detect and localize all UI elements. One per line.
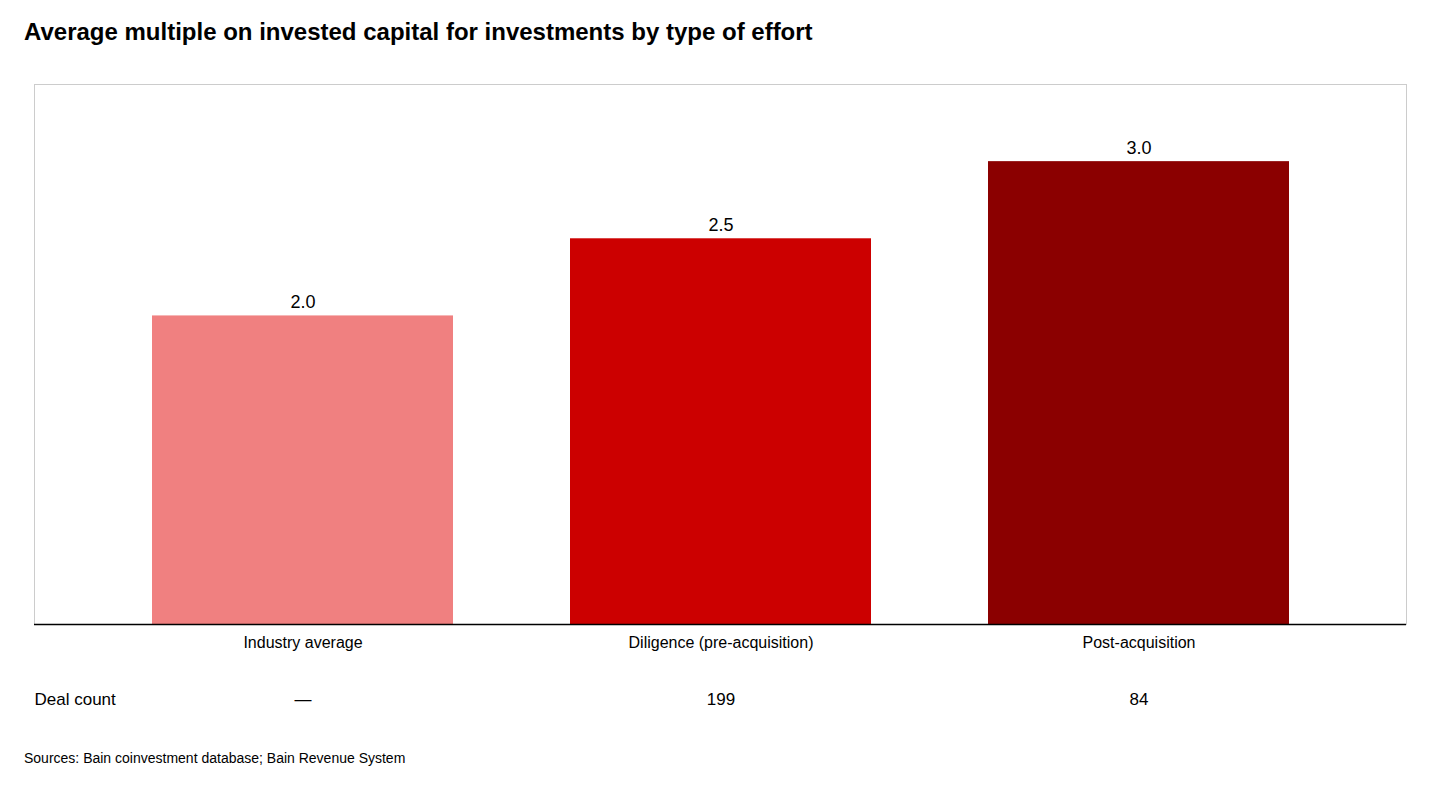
svg-text:Diligence (pre-acquisition): Diligence (pre-acquisition) [629, 634, 814, 651]
html-text:Sources: Bain coinvestment dat: Sources: Bain coinvestment database; Bai… [24, 750, 406, 766]
svg-text:Deal count: Deal count [35, 690, 117, 709]
svg-text:Industry average: Industry average [243, 634, 362, 651]
svg-text:Post-acquisition: Post-acquisition [1083, 634, 1196, 651]
svg-text:2.5: 2.5 [708, 215, 733, 235]
html-text:Average multiple on invested c: Average multiple on invested capital for… [24, 18, 813, 45]
svg-text:—: — [295, 690, 312, 709]
svg-text:3.0: 3.0 [1126, 138, 1151, 158]
svg-text:2.0: 2.0 [290, 292, 315, 312]
svg-text:199: 199 [707, 690, 735, 709]
svg-text:84: 84 [1130, 690, 1149, 709]
